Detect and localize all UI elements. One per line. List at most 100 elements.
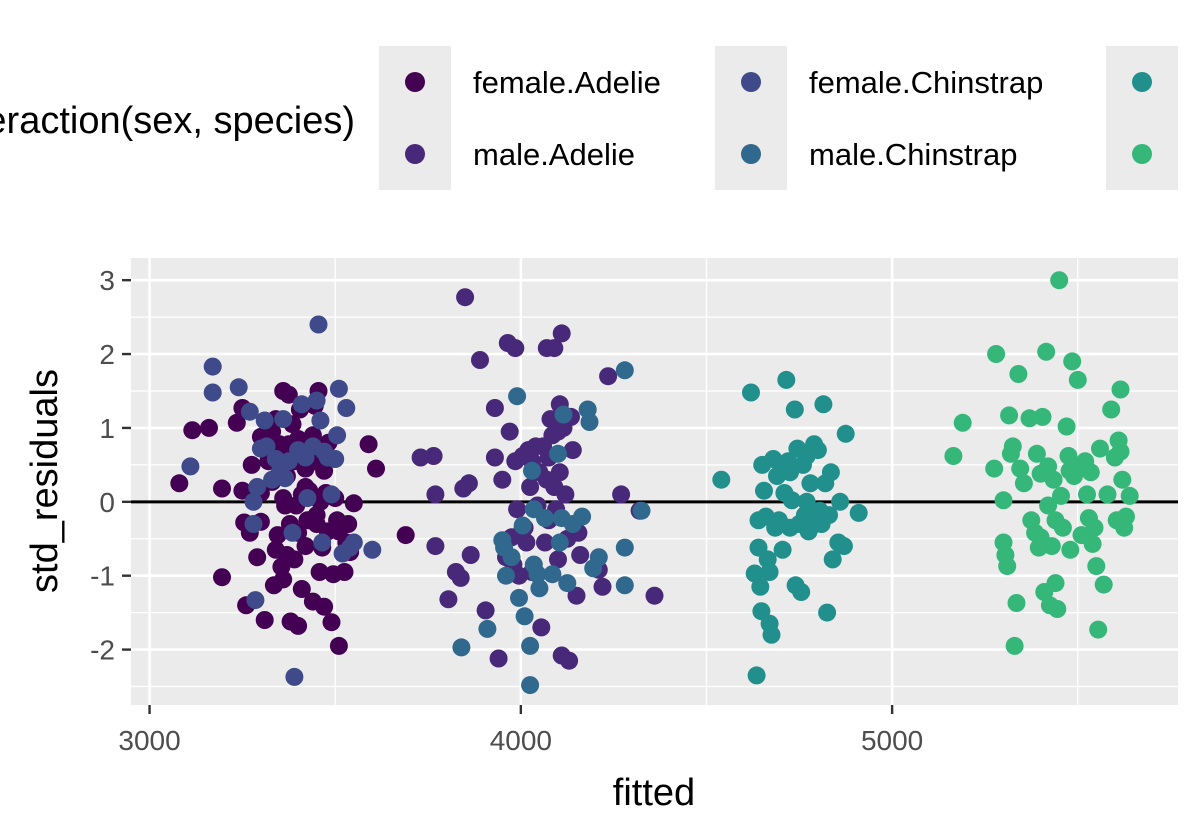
data-point-male-gentoo: [1102, 400, 1121, 419]
data-point-male-gentoo: [1037, 342, 1056, 361]
legend-title: interaction(sex, species): [0, 100, 355, 142]
data-point-female-gentoo: [760, 563, 779, 581]
data-point-male-gentoo: [1120, 486, 1139, 505]
data-point-male-gentoo: [1007, 594, 1026, 612]
data-point-male-gentoo: [985, 459, 1004, 478]
legend-key-background: [715, 46, 787, 190]
data-point-female-chinstrap: [307, 391, 326, 410]
data-point-male-adelie: [517, 533, 536, 552]
data-point-male-chinstrap: [554, 405, 573, 424]
x-tick-label: 5000: [861, 725, 923, 756]
data-point-male-adelie: [471, 351, 489, 369]
data-point-male-adelie: [532, 618, 551, 637]
data-point-male-chinstrap: [497, 566, 515, 585]
x-tick-label: 3000: [118, 725, 180, 756]
data-point-female-adelie: [242, 455, 261, 474]
data-point-female-gentoo: [762, 625, 781, 644]
data-point-female-adelie: [233, 481, 252, 500]
data-point-female-gentoo: [831, 492, 850, 511]
data-point-male-chinstrap: [521, 636, 540, 655]
data-point-male-adelie: [567, 586, 586, 605]
data-point-male-gentoo: [1033, 407, 1052, 426]
data-point-male-gentoo: [1009, 365, 1028, 383]
data-point-male-gentoo: [1094, 575, 1113, 594]
data-point-male-gentoo: [1052, 486, 1070, 505]
data-point-male-adelie: [545, 339, 564, 358]
legend: interaction(sex, species) female.Adelie m…: [0, 46, 1178, 190]
data-point-female-chinstrap: [203, 383, 222, 402]
data-point-female-chinstrap: [274, 410, 293, 429]
legend-keys: female.Adelie male.Adelie female.Chinstrap…: [379, 46, 1178, 190]
data-point-female-adelie: [248, 548, 267, 567]
data-point-female-chinstrap: [244, 492, 263, 511]
data-point-male-chinstrap: [521, 676, 540, 695]
data-point-female-adelie: [296, 537, 315, 556]
legend-key-dot: [405, 144, 425, 164]
data-point-female-chinstrap: [203, 357, 222, 376]
data-point-female-adelie: [310, 563, 329, 581]
data-point-male-adelie: [476, 601, 495, 620]
data-point-female-adelie: [285, 550, 304, 569]
data-point-male-gentoo: [1061, 540, 1080, 559]
data-point-male-gentoo: [1039, 496, 1058, 515]
data-point-male-chinstrap: [502, 548, 521, 567]
data-point-female-gentoo: [782, 491, 801, 510]
data-point-male-gentoo: [1050, 271, 1069, 290]
data-point-male-chinstrap: [580, 413, 599, 431]
data-point-female-gentoo: [834, 537, 853, 556]
data-point-female-gentoo: [712, 470, 731, 489]
data-point-male-chinstrap: [573, 507, 592, 526]
data-point-female-adelie: [213, 568, 231, 587]
data-point-male-adelie: [521, 478, 540, 496]
data-point-female-gentoo: [814, 395, 833, 414]
legend-key-background: [1106, 46, 1178, 190]
data-point-male-gentoo: [1085, 518, 1104, 537]
data-point-female-gentoo: [747, 666, 766, 685]
data-point-female-gentoo: [801, 474, 820, 493]
x-axis-title: fitted: [613, 772, 695, 814]
data-point-male-adelie: [563, 441, 582, 460]
x-tick-label: 4000: [490, 725, 552, 756]
data-point-female-chinstrap: [311, 411, 330, 430]
data-point-female-chinstrap: [292, 395, 311, 414]
data-point-female-gentoo: [751, 577, 770, 596]
data-point-male-chinstrap: [530, 579, 549, 598]
data-point-male-adelie: [552, 324, 571, 343]
data-point-male-gentoo: [1057, 417, 1076, 436]
legend-key-background: [379, 46, 451, 190]
legend-key-dot: [1132, 72, 1152, 92]
data-point-female-adelie: [292, 580, 311, 598]
data-point-male-gentoo: [1048, 600, 1067, 618]
data-point-male-gentoo: [1087, 557, 1106, 576]
data-point-male-gentoo: [1083, 534, 1102, 553]
data-point-female-chinstrap: [313, 533, 332, 552]
legend-key-dot: [741, 144, 761, 164]
data-point-male-adelie: [508, 500, 527, 519]
data-point-male-gentoo: [1113, 470, 1132, 489]
data-point-male-adelie: [426, 537, 445, 556]
data-point-male-adelie: [599, 367, 618, 386]
data-point-male-gentoo: [1063, 352, 1082, 371]
data-point-male-chinstrap: [508, 387, 527, 406]
data-point-female-adelie: [329, 636, 348, 655]
legend-key-dot: [1132, 144, 1152, 164]
data-point-female-chinstrap: [328, 426, 347, 445]
data-point-male-adelie: [537, 470, 556, 489]
data-point-male-adelie: [411, 448, 430, 467]
data-point-female-chinstrap: [248, 478, 267, 496]
data-point-male-chinstrap: [615, 576, 634, 595]
data-point-male-gentoo: [1044, 470, 1063, 489]
data-point-male-adelie: [451, 568, 470, 587]
data-point-female-adelie: [359, 435, 378, 454]
data-point-male-adelie: [426, 485, 445, 504]
data-point-male-adelie: [485, 399, 504, 417]
data-point-female-gentoo: [742, 383, 760, 402]
y-tick-label: -2: [90, 635, 115, 666]
data-point-male-adelie: [506, 339, 525, 358]
data-point-female-gentoo: [849, 503, 868, 522]
y-axis-title: std_residuals: [24, 369, 66, 593]
data-point-male-gentoo: [1078, 485, 1096, 504]
data-point-female-chinstrap: [309, 315, 328, 334]
data-point-male-gentoo: [1089, 620, 1108, 639]
